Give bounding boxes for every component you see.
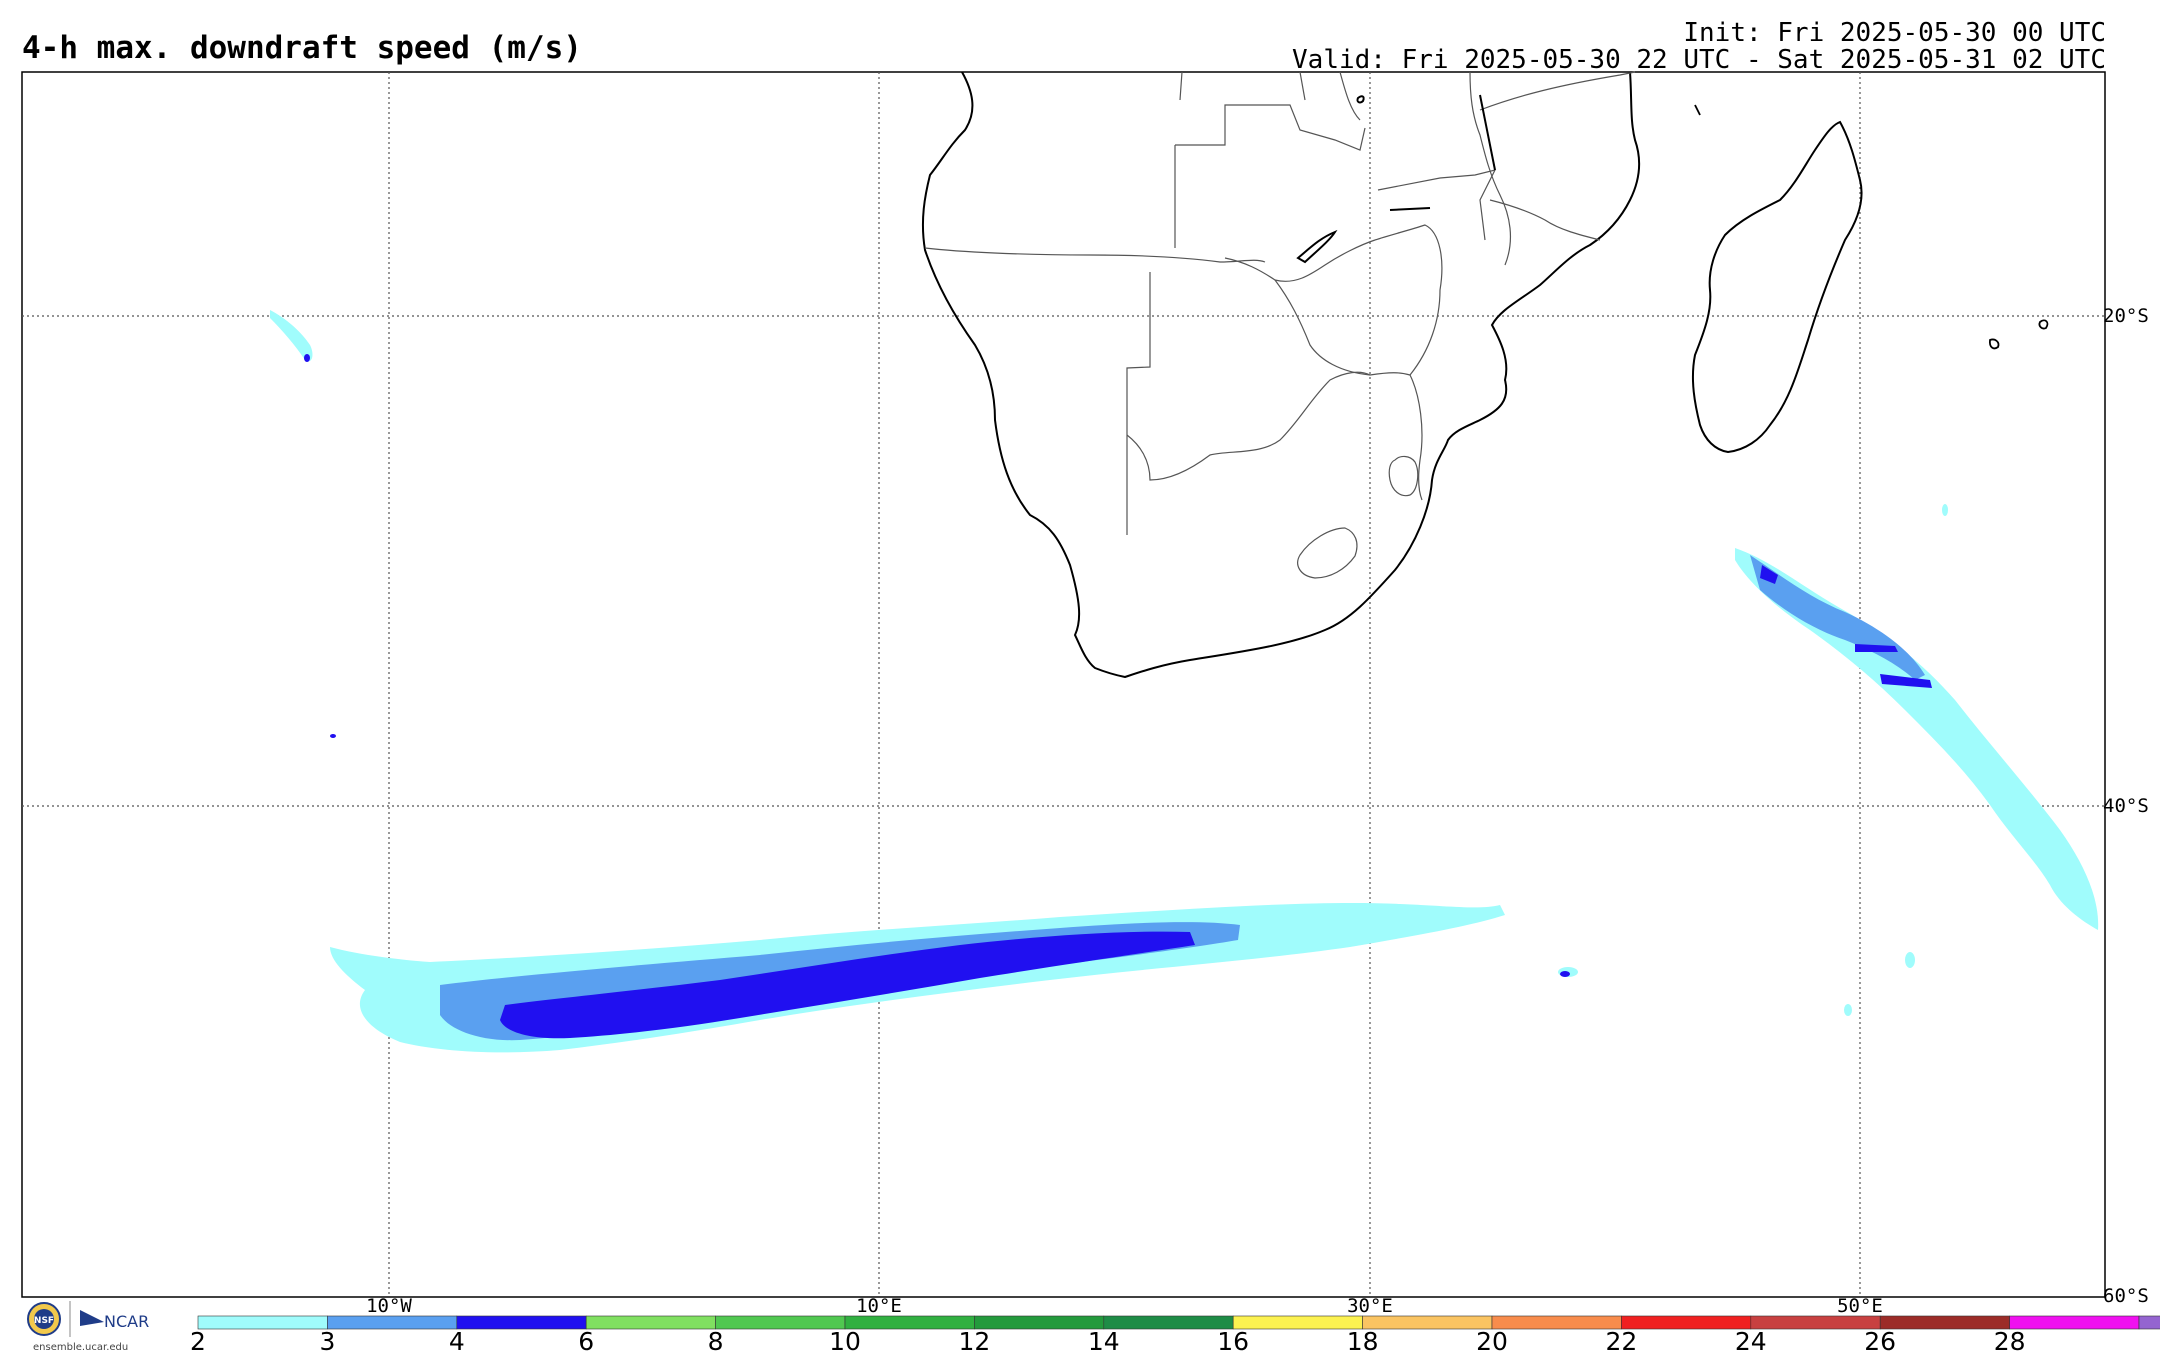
label-lon-30e: 30°E [1347, 1295, 1393, 1317]
colorbar-tick-label: 8 [708, 1327, 724, 1354]
band-strong [500, 931, 1195, 1039]
label-lat-40s: 40°S [2103, 795, 2149, 817]
colorbar-swatch [1879, 1315, 2010, 1330]
time-info: Init: Fri 2025-05-30 00 UTC Valid: Fri 2… [1292, 20, 2106, 74]
cell-far-east-2 [1844, 1004, 1852, 1016]
logo-url: ensemble.ucar.edu [33, 1342, 128, 1353]
colorbar-swatch [197, 1315, 328, 1330]
cell-strong-st-helena [304, 354, 310, 362]
border-mozambique-inner [1409, 374, 1423, 501]
colorbar-swatch [327, 1315, 458, 1330]
label-lat-20s: 20°S [2103, 305, 2149, 327]
colorbar-tick-label: 14 [1088, 1327, 1120, 1354]
lake-kariba [1296, 229, 1338, 264]
colorbar-tick-label: 28 [1994, 1327, 2026, 1354]
border-tanzania-mozambique [1489, 199, 1601, 241]
gridlines [22, 72, 2105, 1297]
island-reunion [1988, 338, 2000, 350]
border-namibia-botswana [1126, 272, 1151, 535]
island-mauritius [2038, 319, 2049, 330]
colorbar-tick-label: 20 [1476, 1327, 1508, 1354]
colorbar-tick-label: 26 [1864, 1327, 1896, 1354]
label-lon-50e: 50°E [1837, 1295, 1883, 1317]
island-comoros [1694, 104, 1701, 116]
colorbar-tick-label: 6 [578, 1327, 594, 1354]
cell-strong-east [1560, 971, 1570, 977]
country-borders [924, 71, 1636, 579]
ncar-logo-icon [80, 1310, 104, 1326]
colorbar-swatch [585, 1315, 716, 1330]
label-lon-10e: 10°E [856, 1295, 902, 1317]
africa-coastline [921, 71, 1641, 679]
border-tanzania [1479, 71, 1636, 111]
colorbar-tick-label: 24 [1735, 1327, 1767, 1354]
lake-malawi [1479, 94, 1496, 171]
lakes [1296, 94, 1496, 264]
border-eswatini [1388, 455, 1419, 497]
colorbar-swatch [456, 1315, 587, 1330]
border-mozambique-zimbabwe [1374, 224, 1443, 376]
colorbar-tick-label: 10 [829, 1327, 861, 1354]
colorbar-tick-label: 4 [449, 1327, 465, 1354]
colorbar-swatch [2138, 1315, 2160, 1330]
colorbar-swatch [1621, 1315, 1752, 1330]
label-lon-10w: 10°W [366, 1295, 412, 1317]
border-drc-zambia [1179, 71, 1361, 121]
cell-far-east [1905, 952, 1915, 968]
colorbar-swatch [1232, 1315, 1363, 1330]
border-lesotho [1297, 527, 1358, 579]
colorbar-swatch [1750, 1315, 1881, 1330]
border-zambia-zimbabwe [1224, 239, 1376, 282]
colorbar-tick-label: 22 [1605, 1327, 1637, 1354]
downdraft-band-atlantic [330, 902, 1505, 1053]
scattered-cells [270, 310, 1948, 1016]
logo-nsf-ncar: NSF NCAR [27, 1301, 149, 1337]
colorbar-tick-label: 12 [958, 1327, 990, 1354]
colorbar-swatch [974, 1315, 1105, 1330]
border-botswana-sa [1126, 371, 1371, 481]
map-frame [21, 71, 2106, 1298]
border-zimbabwe-sa [1274, 279, 1411, 376]
islands [1694, 104, 2049, 350]
colorbar-swatch [2009, 1315, 2140, 1330]
colorbar-tick-label: 2 [190, 1327, 206, 1354]
colorbar-tick-label: 3 [319, 1327, 335, 1354]
colorbar-tick-label: 18 [1347, 1327, 1379, 1354]
ncar-label: NCAR [104, 1312, 149, 1331]
valid-time: Valid: Fri 2025-05-30 22 UTC - Sat 2025-… [1292, 45, 2106, 75]
lake-mweru [1356, 95, 1365, 104]
colorbar-swatch [1103, 1315, 1234, 1330]
madagascar-coastline [1691, 120, 1863, 454]
colorbar-swatch [1491, 1315, 1622, 1330]
init-time: Init: Fri 2025-05-30 00 UTC [1683, 18, 2106, 48]
cell-st-helena [270, 310, 313, 362]
nsf-label: NSF [34, 1316, 54, 1326]
colorbar-swatch [715, 1315, 846, 1330]
map-title: 4-h max. downdraft speed (m/s) [22, 30, 582, 66]
colorbar-swatch [844, 1315, 975, 1330]
border-malawi-lake [1469, 71, 1511, 266]
border-zambia-angola [1174, 104, 1366, 248]
label-lat-60s: 60°S [2103, 1285, 2149, 1307]
lake-cahora [1389, 207, 1431, 211]
colorbar: 2 3 4 6 8 10 12 14 16 18 20 22 24 26 28 [190, 1315, 2160, 1354]
cell-strong-isolated [330, 734, 336, 738]
border-zambia-malawi [1377, 169, 1497, 241]
colorbar-swatch [1362, 1315, 1493, 1330]
indian-strong [1760, 565, 1932, 688]
colorbar-tick-label: 16 [1217, 1327, 1249, 1354]
cell-far-east-3 [1942, 504, 1948, 516]
downdraft-band-indian [1735, 548, 2099, 930]
